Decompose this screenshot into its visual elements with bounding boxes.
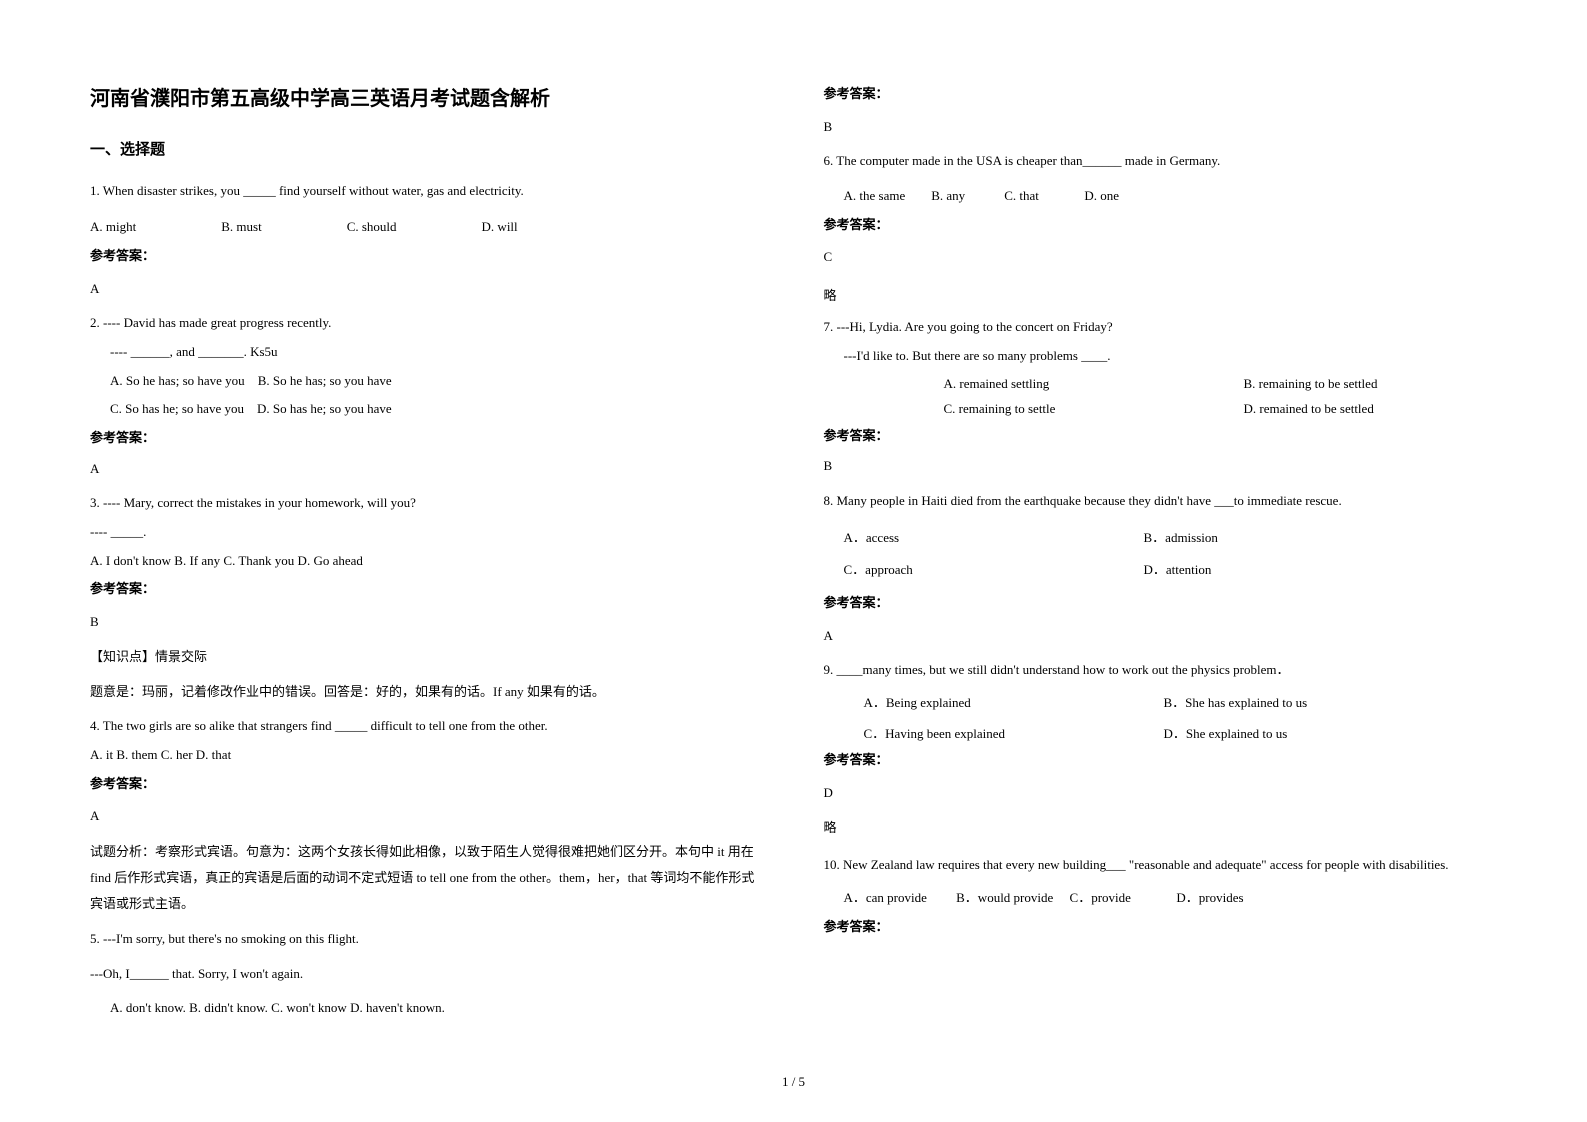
q10-answer-label: 参考答案：: [824, 915, 1498, 940]
q3-explain2: 题意是：玛丽，记着修改作业中的错误。回答是：好的，如果有的话。If any 如果…: [90, 680, 764, 705]
q3-opts: A. I don't know B. If any C. Thank you D…: [90, 549, 764, 574]
q3-explain1: 【知识点】情景交际: [90, 645, 764, 670]
q5-answer-label: 参考答案：: [824, 82, 1498, 107]
q6-text: 6. The computer made in the USA is cheap…: [824, 149, 1498, 174]
q6-optD: D. one: [1084, 188, 1119, 203]
q9-extra: 略: [824, 816, 1498, 841]
q5-opts: A. don't know. B. didn't know. C. won't …: [90, 996, 764, 1021]
q7-text: 7. ---Hi, Lydia. Are you going to the co…: [824, 315, 1498, 340]
q1-optB: B. must: [221, 215, 261, 240]
q4-explain: 试题分析：考察形式宾语。句意为：这两个女孩长得如此相像，以致于陌生人觉得很难把她…: [90, 839, 764, 917]
q7-optD: D. remained to be settled: [1244, 397, 1374, 422]
q4-text: 4. The two girls are so alike that stran…: [90, 714, 764, 739]
q4-opts: A. it B. them C. her D. that: [90, 743, 764, 768]
q8-answer: A: [824, 624, 1498, 649]
q1-optD: D. will: [482, 215, 518, 240]
q2-optD: D. So has he; so you have: [257, 401, 392, 416]
q6-optA: A. the same: [844, 188, 906, 203]
q10-optA: A．can provide: [844, 890, 927, 905]
q10-optD: D．provides: [1176, 890, 1243, 905]
question-4: 4. The two girls are so alike that stran…: [90, 714, 764, 917]
q2-optA: A. So he has; so have you: [110, 373, 245, 388]
q3-answer-label: 参考答案：: [90, 577, 764, 602]
q2-opts-row2: C. So has he; so have you D. So has he; …: [90, 397, 764, 422]
q5-text2: ---Oh, I______ that. Sorry, I won't agai…: [90, 962, 764, 987]
q10-optC: C．provide: [1070, 890, 1131, 905]
q8-answer-label: 参考答案：: [824, 591, 1498, 616]
q3-text: 3. ---- Mary, correct the mistakes in yo…: [90, 491, 764, 516]
q9-optC: C．Having been explained: [864, 722, 1164, 747]
q8-text: 8. Many people in Haiti died from the ea…: [824, 489, 1498, 514]
q9-opts-row2: C．Having been explained D．She explained …: [824, 722, 1498, 747]
q10-text: 10. New Zealand law requires that every …: [824, 853, 1498, 876]
q7-answer: B: [824, 454, 1498, 479]
q6-opts: A. the same B. any C. that D. one: [824, 184, 1498, 209]
q3-text2: ---- _____.: [90, 520, 764, 545]
q1-optA: A. might: [90, 215, 136, 240]
q9-optB: B．She has explained to us: [1164, 691, 1308, 716]
q1-options: A. might B. must C. should D. will: [90, 215, 764, 240]
q3-answer: B: [90, 610, 764, 635]
q8-optD: D．attention: [1144, 558, 1212, 583]
page-number: 1 / 5: [782, 1074, 805, 1090]
left-column: 河南省濮阳市第五高级中学高三英语月考试题含解析 一、选择题 1. When di…: [90, 80, 764, 1027]
q8-opts-row1: A．access B．admission: [824, 526, 1498, 551]
q1-answer-label: 参考答案：: [90, 244, 764, 269]
q6-answer-label: 参考答案：: [824, 213, 1498, 238]
q1-answer: A: [90, 277, 764, 302]
q10-optB: B．would provide: [956, 890, 1053, 905]
q8-optC: C．approach: [844, 558, 1144, 583]
q2-opts-row1: A. So he has; so have you B. So he has; …: [90, 369, 764, 394]
q4-answer-label: 参考答案：: [90, 772, 764, 797]
question-10: 10. New Zealand law requires that every …: [824, 853, 1498, 940]
q2-optB: B. So he has; so you have: [258, 373, 392, 388]
q7-text2: ---I'd like to. But there are so many pr…: [824, 344, 1498, 369]
q8-optA: A．access: [844, 526, 1144, 551]
q8-opts-row2: C．approach D．attention: [824, 558, 1498, 583]
q6-extra: 略: [824, 284, 1498, 309]
q4-answer: A: [90, 804, 764, 829]
right-column: 参考答案： B 6. The computer made in the USA …: [824, 80, 1498, 1027]
question-9: 9. ____many times, but we still didn't u…: [824, 658, 1498, 840]
q7-answer-label: 参考答案：: [824, 424, 1498, 449]
q9-answer: D: [824, 781, 1498, 806]
question-5: 5. ---I'm sorry, but there's no smoking …: [90, 927, 764, 1021]
q7-optB: B. remaining to be settled: [1244, 372, 1378, 397]
question-3: 3. ---- Mary, correct the mistakes in yo…: [90, 491, 764, 704]
q7-optC: C. remaining to settle: [944, 397, 1244, 422]
q2-optC: C. So has he; so have you: [110, 401, 244, 416]
q6-answer: C: [824, 245, 1498, 270]
section-header: 一、选择题: [90, 136, 764, 165]
q6-optB: B. any: [931, 188, 965, 203]
q1-optC: C. should: [347, 215, 397, 240]
q2-text: 2. ---- David has made great progress re…: [90, 311, 764, 336]
q5-answer: B: [824, 115, 1498, 140]
q7-opts-row2: C. remaining to settle D. remained to be…: [824, 397, 1498, 422]
q7-optA: A. remained settling: [944, 372, 1244, 397]
page-container: 河南省濮阳市第五高级中学高三英语月考试题含解析 一、选择题 1. When di…: [0, 0, 1587, 1067]
question-2: 2. ---- David has made great progress re…: [90, 311, 764, 481]
q7-opts-row1: A. remained settling B. remaining to be …: [824, 372, 1498, 397]
q9-optD: D．She explained to us: [1164, 722, 1288, 747]
q6-optC: C. that: [1004, 188, 1039, 203]
q10-opts: A．can provide B．would provide C．provide …: [824, 886, 1498, 911]
question-8: 8. Many people in Haiti died from the ea…: [824, 489, 1498, 648]
q2-answer: A: [90, 457, 764, 482]
q1-text: 1. When disaster strikes, you _____ find…: [90, 179, 764, 204]
question-6: 6. The computer made in the USA is cheap…: [824, 149, 1498, 308]
document-title: 河南省濮阳市第五高级中学高三英语月考试题含解析: [90, 80, 764, 118]
q9-answer-label: 参考答案：: [824, 748, 1498, 773]
question-7: 7. ---Hi, Lydia. Are you going to the co…: [824, 315, 1498, 479]
q9-optA: A．Being explained: [864, 691, 1164, 716]
question-1: 1. When disaster strikes, you _____ find…: [90, 179, 764, 302]
q2-answer-label: 参考答案：: [90, 426, 764, 451]
q5-text: 5. ---I'm sorry, but there's no smoking …: [90, 927, 764, 952]
q9-opts-row1: A．Being explained B．She has explained to…: [824, 691, 1498, 716]
q8-optB: B．admission: [1144, 526, 1218, 551]
q9-text: 9. ____many times, but we still didn't u…: [824, 658, 1498, 683]
q2-text2: ---- ______, and _______. Ks5u: [90, 340, 764, 365]
